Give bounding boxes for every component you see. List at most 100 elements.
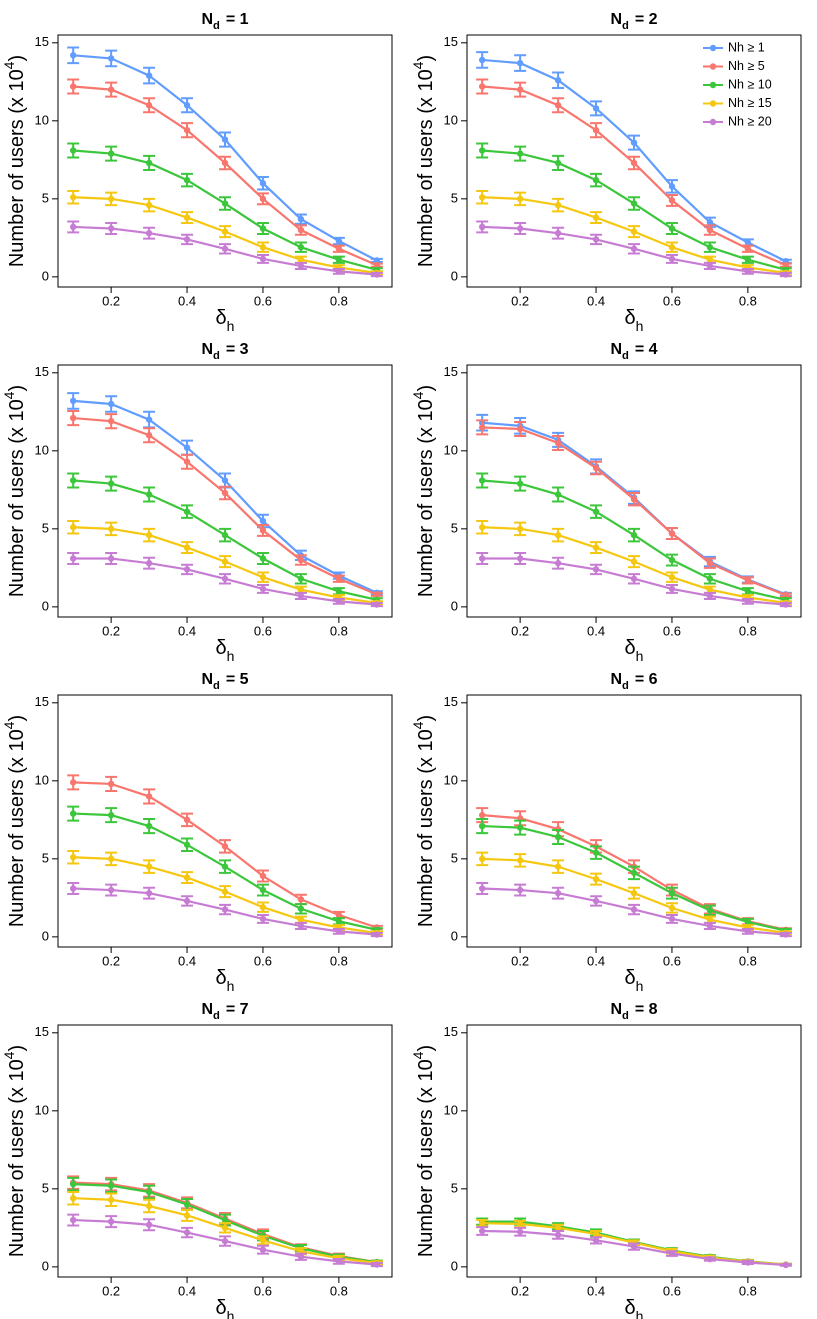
- point: [373, 1261, 381, 1268]
- point: [107, 55, 115, 62]
- y-tick-label: 15: [444, 364, 458, 379]
- y-axis-label: Number of users (x 104): [410, 1045, 438, 1257]
- legend-label: Nh ≥ 1: [728, 40, 765, 54]
- point: [221, 200, 229, 207]
- x-axis-label-script: h: [636, 318, 644, 334]
- point: [516, 525, 524, 533]
- point: [706, 559, 714, 567]
- point: [335, 256, 343, 263]
- point: [145, 531, 153, 539]
- panel-title: Nd = 7: [201, 1001, 248, 1022]
- x-tick-label: 0.8: [739, 623, 757, 638]
- panel-title-script: d: [213, 680, 220, 692]
- point: [259, 585, 267, 593]
- y-tick-label: 5: [451, 850, 458, 865]
- point: [221, 1224, 229, 1232]
- point: [592, 1230, 600, 1238]
- plot-frame: [57, 364, 393, 618]
- point: [259, 886, 267, 894]
- point: [516, 480, 524, 487]
- point: [592, 105, 600, 112]
- x-axis-label: δh: [216, 307, 235, 333]
- point: [668, 183, 676, 190]
- x-tick-label: 0.2: [102, 293, 120, 308]
- point: [554, 201, 562, 209]
- x-axis-label-main: δ: [216, 1297, 227, 1319]
- point: [259, 872, 267, 880]
- point: [706, 219, 714, 226]
- legend-label: Nh ≥ 20: [728, 114, 772, 128]
- point: [516, 150, 524, 157]
- y-tick-label: 5: [451, 520, 458, 535]
- point: [630, 906, 638, 913]
- panel: Nd = 1 0 5 10 15 0.2 0.4 0.6 0.8 δh Number of users…: [1, 11, 393, 334]
- point: [630, 575, 638, 582]
- point: [706, 262, 714, 270]
- point: [516, 886, 524, 894]
- panel-title: Nd = 2: [610, 11, 657, 32]
- point: [297, 575, 305, 582]
- point: [297, 592, 305, 600]
- point: [221, 1237, 229, 1245]
- panel-title-rest: = 5: [226, 671, 249, 688]
- point: [297, 215, 305, 223]
- point: [69, 397, 77, 405]
- x-axis-label: δh: [216, 967, 235, 993]
- point: [221, 558, 229, 565]
- series-line: [482, 421, 787, 596]
- point: [221, 136, 229, 143]
- y-tick-label: 10: [35, 772, 49, 787]
- point: [373, 271, 381, 278]
- point: [145, 491, 153, 498]
- y-tick-label: 0: [42, 928, 49, 943]
- y-axis-label-script: 4: [410, 721, 426, 729]
- point: [478, 477, 486, 484]
- x-tick-label: 0.2: [511, 623, 529, 638]
- point: [706, 586, 714, 593]
- point: [630, 245, 638, 252]
- point: [183, 841, 191, 848]
- point: [478, 1219, 486, 1227]
- point: [516, 225, 524, 232]
- point: [183, 1201, 191, 1208]
- point: [516, 1228, 524, 1235]
- plot-frame: [466, 34, 802, 288]
- point: [221, 159, 229, 167]
- x-axis-label-main: δ: [216, 307, 227, 329]
- point: [259, 195, 267, 203]
- point: [668, 574, 676, 581]
- point: [259, 574, 267, 581]
- point: [630, 200, 638, 207]
- point: [744, 588, 752, 595]
- point: [668, 225, 676, 232]
- point: [69, 854, 77, 861]
- point: [183, 1229, 191, 1236]
- point: [630, 869, 638, 877]
- point: [107, 417, 115, 425]
- y-tick-label: 5: [42, 1180, 49, 1195]
- y-axis-label-main: Number of users (x 10: [6, 399, 28, 597]
- panel-title-main: N: [610, 1001, 622, 1018]
- y-axis-label-script: 4: [410, 61, 426, 69]
- y-axis-label-main: Number of users (x 10: [415, 69, 437, 267]
- point: [668, 915, 676, 923]
- point: [145, 201, 153, 209]
- point: [145, 793, 153, 800]
- point: [259, 180, 267, 187]
- y-tick-label: 15: [35, 694, 49, 709]
- point: [107, 525, 115, 533]
- x-axis-label: δh: [625, 307, 644, 333]
- point: [183, 458, 191, 465]
- point: [69, 524, 77, 531]
- x-tick-label: 0.8: [739, 293, 757, 308]
- x-axis-label-main: δ: [625, 967, 636, 989]
- point: [782, 261, 790, 269]
- point: [516, 824, 524, 831]
- point: [183, 236, 191, 243]
- point: [221, 245, 229, 252]
- point: [668, 1250, 676, 1257]
- y-tick-label: 10: [35, 1102, 49, 1117]
- point: [630, 889, 638, 897]
- y-axis-label-script: 4: [1, 1051, 17, 1059]
- point: [183, 126, 191, 134]
